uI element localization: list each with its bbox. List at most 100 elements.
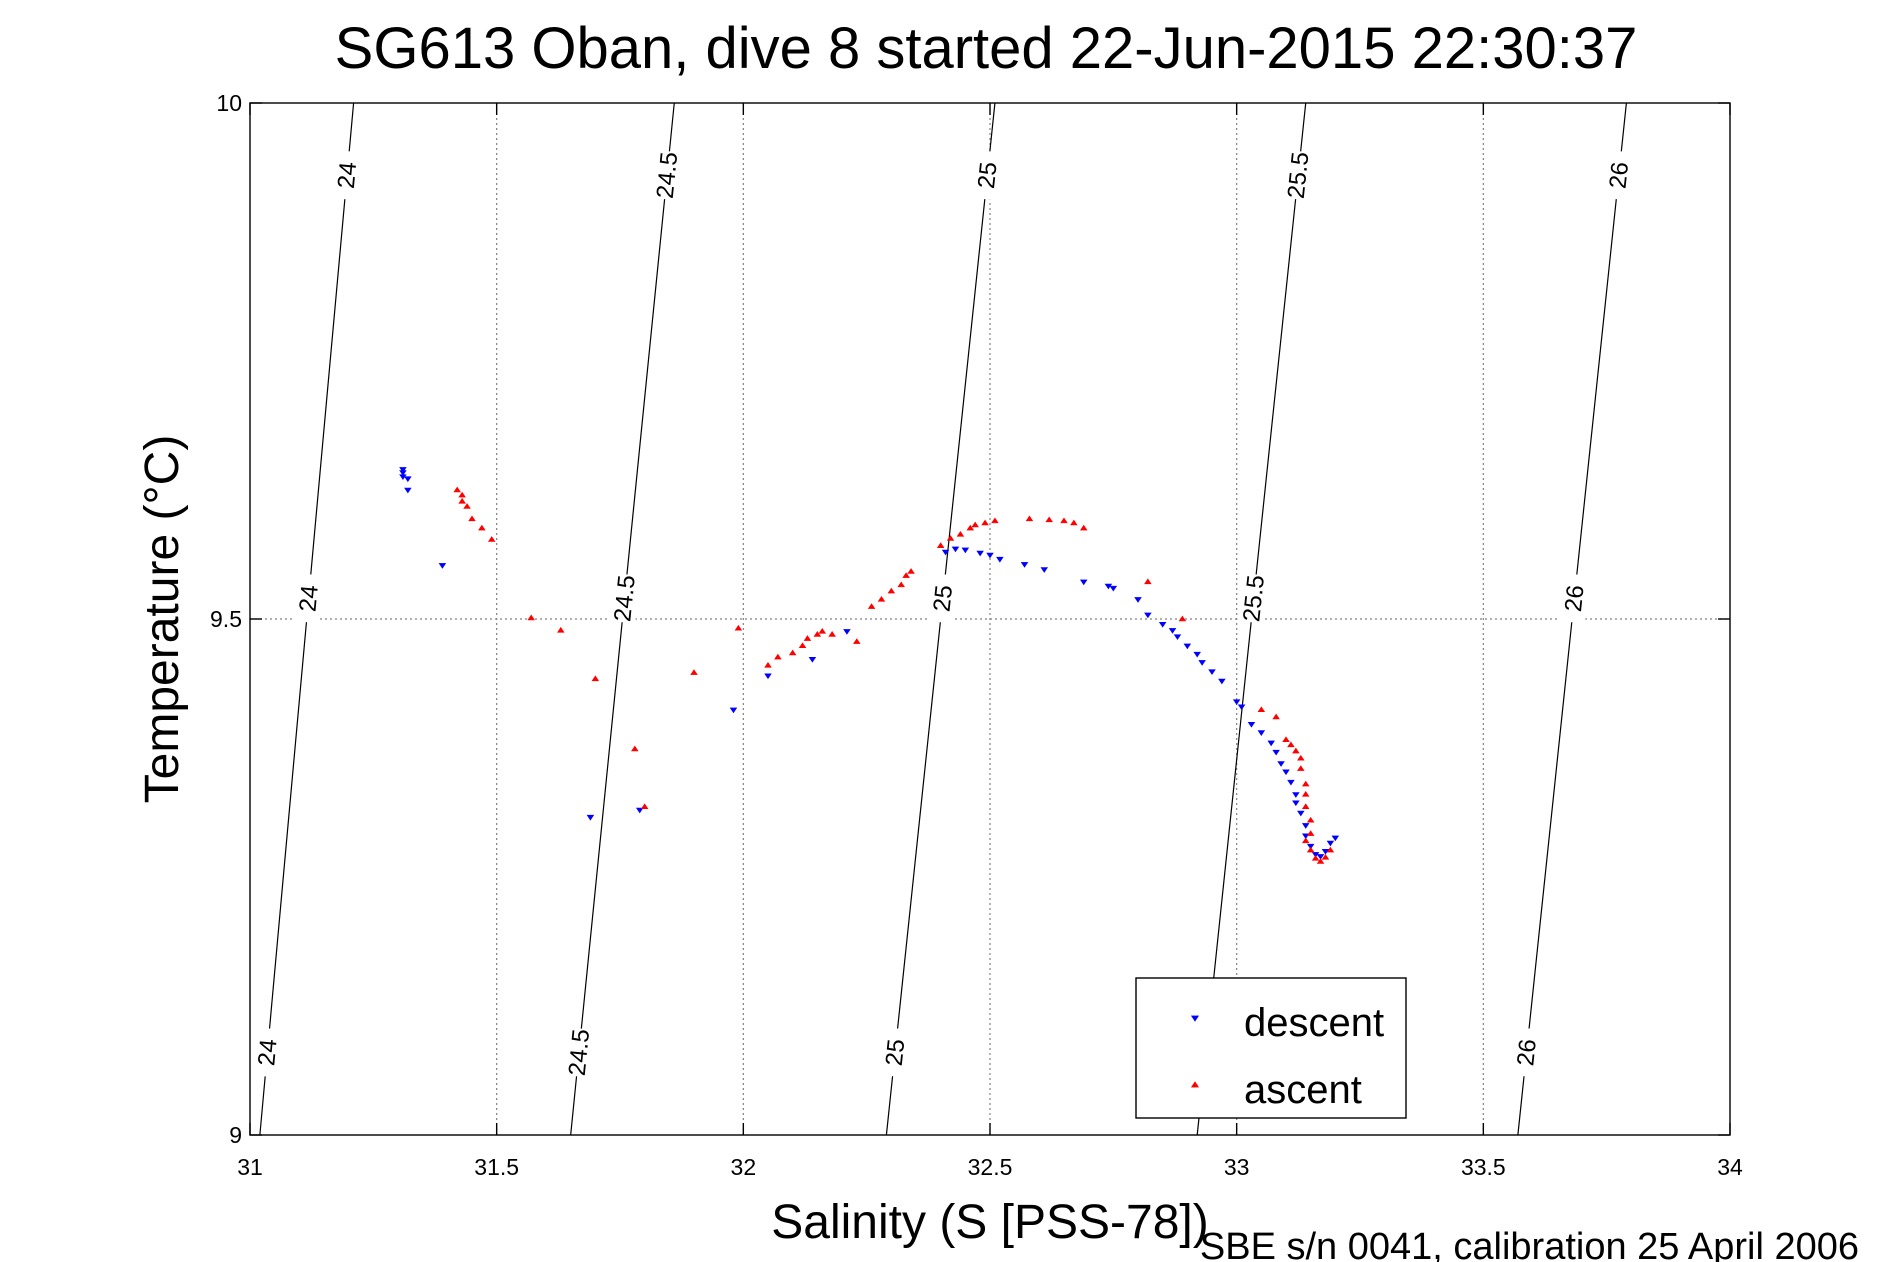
- ascent-point: [936, 542, 945, 548]
- descent-point: [586, 814, 595, 821]
- contour-label: 25: [929, 584, 959, 613]
- chart-title: SG613 Oban, dive 8 started 22-Jun-2015 2…: [335, 16, 1638, 81]
- descent-point: [1208, 669, 1216, 676]
- descent-point: [1326, 840, 1335, 847]
- ascent-point: [468, 515, 476, 522]
- contour-label-gap: [293, 573, 324, 624]
- descent-point: [961, 547, 970, 554]
- contour-label-gap: [252, 1027, 283, 1078]
- ascent-point: [877, 595, 886, 602]
- ascent-legend-marker: [1190, 1081, 1200, 1088]
- descent-point: [976, 550, 984, 557]
- y-tick-label: 9: [229, 1122, 242, 1148]
- ascent-point: [818, 627, 827, 634]
- contour-label: 25: [973, 161, 1003, 190]
- contour-label-gap: [1511, 1027, 1542, 1078]
- x-tick-label: 33: [1224, 1154, 1250, 1180]
- descent-point: [1306, 843, 1315, 850]
- descent-point: [1287, 779, 1295, 786]
- ascent-point: [828, 631, 836, 637]
- contour-label-gap: [1238, 573, 1270, 624]
- ascent-point: [1297, 765, 1305, 771]
- ascent-point: [734, 624, 743, 631]
- ascent-point: [813, 631, 822, 637]
- x-tick-label: 31.5: [474, 1154, 519, 1180]
- descent-point: [1277, 761, 1285, 767]
- contour-label-gap: [1282, 150, 1314, 201]
- descent-point: [1331, 835, 1340, 842]
- ascent-point: [1316, 858, 1325, 864]
- ascent-point: [971, 521, 979, 528]
- contour-label: 25.5: [1283, 151, 1315, 200]
- legend-entries: descent ascent: [1190, 1001, 1384, 1112]
- ascent-point: [487, 536, 496, 542]
- descent-point: [399, 470, 407, 476]
- y-tick-label: 9.5: [210, 606, 242, 632]
- ascent-point: [1287, 741, 1295, 748]
- density-contours: 24242424.524.524.525252525.525.525.52626…: [252, 102, 1635, 1136]
- ascent-point: [557, 626, 565, 633]
- descent-point: [1168, 628, 1177, 634]
- x-tick-label: 32.5: [968, 1154, 1013, 1180]
- data-points: [399, 467, 1340, 864]
- contour-label: 26: [1560, 584, 1590, 613]
- ascent-point: [458, 491, 466, 498]
- ascent-point: [1079, 524, 1088, 531]
- ascent-point: [1272, 713, 1280, 720]
- ascent-point: [946, 535, 955, 541]
- descent-point: [1292, 800, 1300, 807]
- descent-point: [635, 807, 644, 814]
- ascent-point: [690, 669, 698, 675]
- descent-point: [986, 552, 994, 559]
- ascent-point: [907, 568, 915, 574]
- ascent-point: [887, 587, 896, 594]
- ascent-legend-label: ascent: [1244, 1068, 1362, 1112]
- descent-point: [1316, 854, 1325, 860]
- contour-label-gap: [331, 150, 363, 201]
- contour-label-gap: [971, 150, 1003, 201]
- descent-point: [1020, 562, 1029, 568]
- contour-label: 25.5: [1238, 574, 1270, 623]
- ascent-point: [1045, 516, 1053, 523]
- ascent-point: [1144, 578, 1152, 585]
- descent-point: [1247, 722, 1256, 728]
- descent-point: [941, 549, 950, 556]
- descent-legend-marker: [1190, 1015, 1200, 1022]
- contour-label-gap: [927, 573, 959, 624]
- descent-point: [996, 556, 1004, 563]
- contour-label: 26: [1512, 1038, 1542, 1067]
- ascent-point: [867, 603, 876, 609]
- descent-point: [1267, 740, 1275, 747]
- descent-point: [1193, 651, 1201, 658]
- grid: [250, 103, 1730, 1135]
- ascent-point: [803, 635, 812, 641]
- descent-point: [1232, 699, 1241, 705]
- y-axis-label: Temperature (°C): [136, 435, 189, 804]
- descent-point: [1198, 660, 1206, 666]
- descent-point: [1282, 769, 1290, 776]
- ascent-point: [527, 614, 535, 621]
- descent-point: [1144, 612, 1152, 619]
- contour-label-gap: [609, 573, 640, 624]
- ascent-point: [1257, 706, 1266, 713]
- x-tick-label: 32: [731, 1154, 757, 1180]
- contour-label-gap: [563, 1027, 595, 1078]
- ascent-point: [591, 675, 600, 682]
- ascent-point: [478, 524, 486, 531]
- ascent-point: [1321, 853, 1330, 860]
- x-tick-label: 34: [1717, 1154, 1743, 1180]
- legend: descent ascent: [1135, 977, 1407, 1119]
- descent-point: [843, 629, 851, 635]
- x-tick-label: 31: [237, 1154, 263, 1180]
- ascent-point: [902, 572, 910, 578]
- contour-label: 24: [333, 161, 362, 190]
- contour-label-gap: [879, 1027, 911, 1078]
- ascent-point: [1178, 615, 1187, 622]
- descent-point: [1218, 678, 1226, 685]
- ascent-point: [798, 642, 807, 649]
- ascent-point: [1301, 803, 1310, 810]
- ascent-point: [1301, 791, 1310, 797]
- ascent-point: [788, 649, 797, 656]
- ascent-point: [774, 653, 782, 660]
- contour-label: 25: [881, 1038, 911, 1067]
